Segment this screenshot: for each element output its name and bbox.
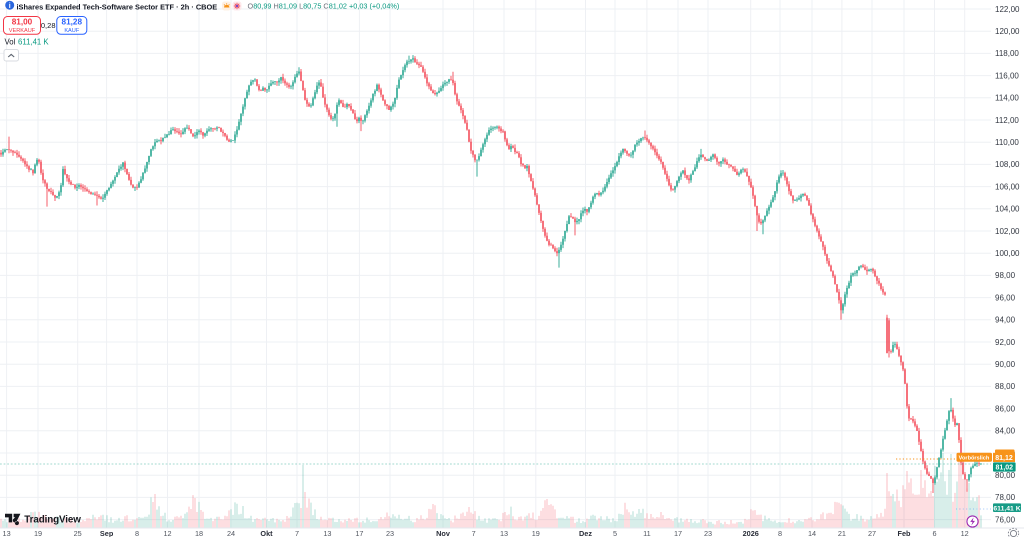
- svg-text:Nov: Nov: [436, 529, 451, 537]
- svg-text:23: 23: [386, 529, 394, 537]
- svg-text:17: 17: [674, 529, 682, 537]
- svg-text:81,12: 81,12: [995, 455, 1013, 462]
- svg-text:122,00: 122,00: [995, 5, 1020, 14]
- svg-text:118,00: 118,00: [995, 49, 1019, 58]
- svg-text:19: 19: [532, 529, 540, 537]
- svg-text:21: 21: [838, 529, 846, 537]
- svg-text:8: 8: [778, 529, 782, 537]
- svg-text:88,00: 88,00: [995, 382, 1016, 391]
- svg-text:12: 12: [961, 529, 969, 537]
- svg-text:84,00: 84,00: [995, 427, 1016, 436]
- svg-text:13: 13: [500, 529, 508, 537]
- svg-text:120,00: 120,00: [995, 27, 1020, 36]
- svg-text:106,00: 106,00: [995, 182, 1020, 191]
- svg-text:108,00: 108,00: [995, 160, 1020, 169]
- svg-text:11: 11: [643, 529, 651, 537]
- svg-text:5: 5: [613, 529, 617, 537]
- svg-text:98,00: 98,00: [995, 271, 1016, 280]
- svg-text:80,00: 80,00: [995, 471, 1016, 480]
- svg-text:81,28: 81,28: [62, 17, 83, 26]
- svg-text:78,00: 78,00: [995, 493, 1016, 502]
- svg-text:114,00: 114,00: [995, 94, 1019, 103]
- svg-text:81,02: 81,02: [996, 465, 1014, 472]
- svg-text:2026: 2026: [743, 529, 759, 537]
- svg-text:6: 6: [932, 529, 936, 537]
- svg-text:i: i: [9, 3, 11, 10]
- svg-text:81,00: 81,00: [12, 17, 33, 26]
- svg-text:90,00: 90,00: [995, 360, 1016, 369]
- svg-text:Vol: Vol: [5, 38, 16, 47]
- svg-text:24: 24: [227, 529, 235, 537]
- svg-text:Dez: Dez: [579, 529, 592, 537]
- svg-text:13: 13: [323, 529, 331, 537]
- svg-text:Okt: Okt: [260, 529, 273, 537]
- svg-text:25: 25: [74, 529, 82, 537]
- svg-text:96,00: 96,00: [995, 293, 1016, 302]
- svg-text:94,00: 94,00: [995, 316, 1016, 325]
- svg-text:110,00: 110,00: [995, 138, 1019, 147]
- svg-text:76,00: 76,00: [995, 515, 1016, 524]
- svg-text:Sep: Sep: [100, 529, 114, 537]
- svg-text:KAUF: KAUF: [64, 28, 80, 34]
- svg-text:8: 8: [135, 529, 139, 537]
- svg-text:112,00: 112,00: [995, 116, 1019, 125]
- svg-text:18: 18: [195, 529, 203, 537]
- svg-text:Feb: Feb: [898, 529, 912, 537]
- svg-text:86,00: 86,00: [995, 404, 1016, 413]
- svg-text:23: 23: [704, 529, 712, 537]
- svg-text:Vorbörslich: Vorbörslich: [959, 456, 990, 462]
- svg-text:14: 14: [808, 529, 816, 537]
- svg-text:102,00: 102,00: [995, 227, 1020, 236]
- svg-text:0,28: 0,28: [41, 21, 56, 30]
- svg-text:611,41 K: 611,41 K: [18, 38, 49, 47]
- svg-text:VERKAUF: VERKAUF: [9, 28, 36, 34]
- svg-text:100,00: 100,00: [995, 249, 1020, 258]
- svg-text:TradingView: TradingView: [24, 514, 81, 525]
- svg-text:iShares Expanded Tech-Software: iShares Expanded Tech-Software Sector ET…: [17, 2, 218, 11]
- svg-text:92,00: 92,00: [995, 338, 1016, 347]
- svg-text:17: 17: [355, 529, 363, 537]
- svg-text:104,00: 104,00: [995, 205, 1020, 214]
- svg-text:O80,99 H81,09 L80,75 C81,02 +0: O80,99 H81,09 L80,75 C81,02 +0,03 (+0,04…: [248, 2, 400, 11]
- svg-text:7: 7: [295, 529, 299, 537]
- svg-text:611,41 K: 611,41 K: [993, 505, 1020, 512]
- svg-text:13: 13: [3, 529, 11, 537]
- svg-text:19: 19: [34, 529, 42, 537]
- svg-text:27: 27: [868, 529, 876, 537]
- svg-text:12: 12: [163, 529, 171, 537]
- svg-text:7: 7: [472, 529, 476, 537]
- svg-text:116,00: 116,00: [995, 71, 1019, 80]
